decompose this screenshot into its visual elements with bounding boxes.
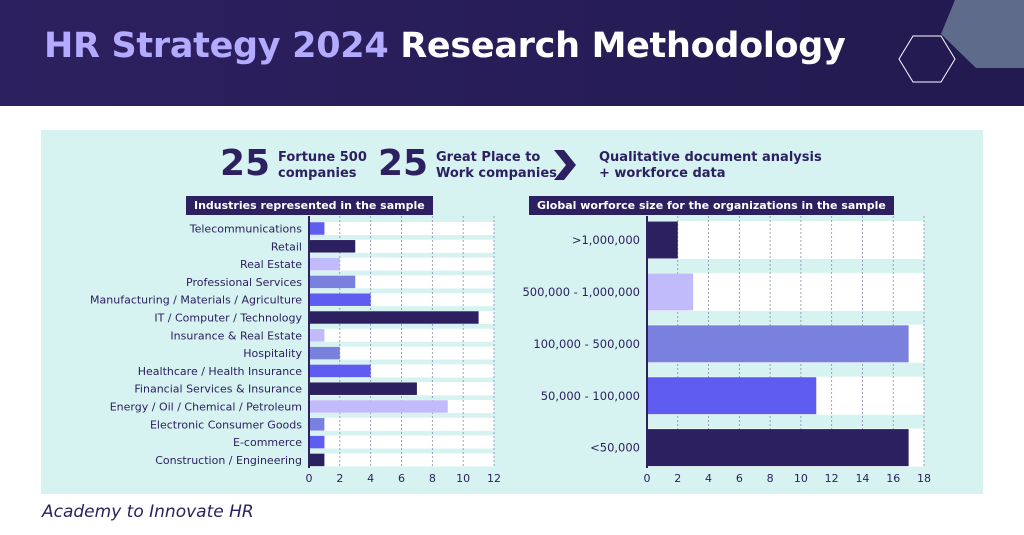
industries-label-e-commerce: E-commerce xyxy=(233,436,302,449)
workforce-track xyxy=(647,221,924,259)
industries-bar-it-computer-technology xyxy=(309,311,479,324)
workforce-tick-2: 2 xyxy=(674,472,681,485)
workforce-tick-16: 16 xyxy=(886,472,900,485)
industries-tick-10: 10 xyxy=(456,472,470,485)
stat-fortune-number: 25 xyxy=(220,143,271,184)
header-banner: HR Strategy 2024 Research Methodology xyxy=(0,0,1024,106)
workforce-label-100-000-500-000: 100,000 - 500,000 xyxy=(533,337,640,351)
industries-bar-energy-oil-chemical-petroleum xyxy=(309,400,448,413)
stat-gptw-number: 25 xyxy=(378,143,429,184)
industries-bar-hospitality xyxy=(309,346,340,360)
industries-bar-real-estate xyxy=(309,257,340,271)
industries-label-real-estate: Real Estate xyxy=(240,258,302,271)
industries-label-telecommunications: Telecommunications xyxy=(189,222,303,235)
industries-label-construction-engineering: Construction / Engineering xyxy=(155,454,302,467)
workforce-tick-10: 10 xyxy=(794,472,808,485)
chevron-right-icon xyxy=(554,150,576,180)
industries-bar-healthcare-health-insurance xyxy=(309,364,371,378)
industries-track xyxy=(309,435,494,449)
industries-bar-insurance-real-estate xyxy=(309,329,325,342)
page-title: HR Strategy 2024 Research Methodology xyxy=(44,26,846,66)
industries-bar-telecommunications xyxy=(309,222,325,235)
industries-track xyxy=(309,328,494,342)
industries-tick-2: 2 xyxy=(336,472,343,485)
industries-label-retail: Retail xyxy=(271,240,302,253)
industries-tick-4: 4 xyxy=(367,472,374,485)
workforce-bar-50-000 xyxy=(647,429,909,467)
industries-bar-electronic-consumer-goods xyxy=(309,418,325,431)
industries-label-hospitality: Hospitality xyxy=(243,347,302,360)
workforce-tick-12: 12 xyxy=(825,472,839,485)
workforce-bar-500-000-1-000-000 xyxy=(647,273,694,311)
industries-track xyxy=(309,453,494,467)
workforce-tick-8: 8 xyxy=(767,472,774,485)
industries-label-manufacturing-materials-agriculture: Manufacturing / Materials / Agriculture xyxy=(90,294,302,307)
workforce-bar-1-000-000 xyxy=(647,221,678,259)
workforce-tick-18: 18 xyxy=(917,472,931,485)
industries-label-professional-services: Professional Services xyxy=(186,276,302,289)
industries-chart-title: Industries represented in the sample xyxy=(186,196,433,215)
workforce-label-50-000: <50,000 xyxy=(590,441,640,455)
industries-tick-12: 12 xyxy=(487,472,501,485)
workforce-label-500-000-1-000-000: 500,000 - 1,000,000 xyxy=(522,285,640,299)
workforce-chart-title: Global worforce size for the organizatio… xyxy=(529,196,894,215)
industries-label-electronic-consumer-goods: Electronic Consumer Goods xyxy=(150,418,302,431)
industries-bar-manufacturing-materials-agriculture xyxy=(309,293,371,306)
workforce-tick-0: 0 xyxy=(644,472,651,485)
workforce-label-1-000-000: >1,000,000 xyxy=(572,233,640,247)
title-accent: HR Strategy 2024 xyxy=(44,26,389,66)
stat-method-label: Qualitative document analysis + workforc… xyxy=(599,150,822,181)
stat-gptw-label: Great Place to Work companies xyxy=(436,150,557,181)
workforce-bar-100-000-500-000 xyxy=(647,325,909,363)
industries-tick-0: 0 xyxy=(306,472,313,485)
workforce-tick-6: 6 xyxy=(736,472,743,485)
workforce-bar-50-000-100-000 xyxy=(647,377,817,415)
workforce-label-50-000-100-000: 50,000 - 100,000 xyxy=(541,389,640,403)
industries-label-insurance-real-estate: Insurance & Real Estate xyxy=(170,329,302,342)
industries-label-healthcare-health-insurance: Healthcare / Health Insurance xyxy=(138,365,302,378)
stat-fortune-label: Fortune 500 companies xyxy=(278,150,367,181)
industries-tick-8: 8 xyxy=(429,472,436,485)
workforce-tick-14: 14 xyxy=(855,472,869,485)
industries-bar-construction-engineering xyxy=(309,453,325,467)
industries-label-it-computer-technology: IT / Computer / Technology xyxy=(154,311,302,324)
footer-brand: Academy to Innovate HR xyxy=(42,502,254,522)
industries-label-energy-oil-chemical-petroleum: Energy / Oil / Chemical / Petroleum xyxy=(110,400,302,413)
workforce-tick-4: 4 xyxy=(705,472,712,485)
hexagon-decoration xyxy=(898,0,1024,83)
industries-bar-professional-services xyxy=(309,275,356,289)
industries-label-financial-services-insurance: Financial Services & Insurance xyxy=(134,383,302,396)
industries-bar-financial-services-insurance xyxy=(309,382,417,395)
industries-bar-e-commerce xyxy=(309,435,325,449)
industries-bar-retail xyxy=(309,240,356,253)
title-rest: Research Methodology xyxy=(400,26,846,66)
industries-tick-6: 6 xyxy=(398,472,405,485)
